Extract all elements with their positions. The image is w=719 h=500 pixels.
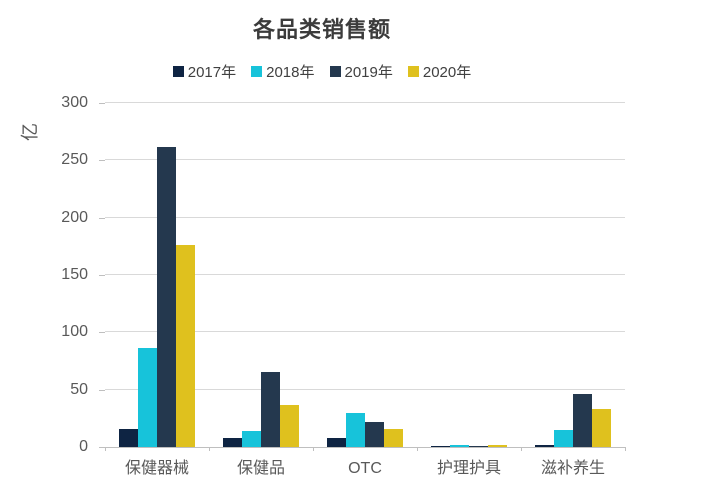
x-category-label-1: 保健品: [236, 460, 285, 477]
x-tick-mark: [209, 447, 210, 451]
bar-s2-c1: [261, 372, 280, 447]
bar-s0-c1: [223, 437, 242, 447]
x-category-label-0: 保健器械: [124, 460, 189, 477]
legend-swatch-icon: [329, 65, 341, 77]
gridline: [105, 331, 625, 333]
legend-swatch-icon: [251, 65, 263, 77]
legend: 2017年 2018年 2019年 2020年: [0, 58, 644, 84]
legend-label: 2019年: [344, 63, 393, 81]
y-tick-mark: [99, 447, 105, 448]
y-tick-label: 300: [61, 94, 88, 111]
legend-item-2019: 2019年: [329, 61, 393, 82]
bar-s2-c3: [469, 446, 488, 447]
y-tick-mark: [99, 103, 105, 104]
y-tick-label: 250: [61, 151, 88, 169]
x-tick-mark: [105, 447, 106, 451]
y-tick-label: 50: [70, 380, 88, 398]
bar-s2-c0: [157, 146, 176, 447]
y-tick-mark: [99, 160, 105, 162]
legend-label: 2018年: [266, 63, 315, 81]
x-axis-line: [105, 447, 625, 448]
bar-s0-c4: [535, 445, 554, 447]
gridline: [105, 388, 625, 390]
x-category-label-4: 滋补养生: [540, 460, 605, 477]
x-category-label-3: 护理护具: [436, 460, 501, 477]
y-tick-label: 200: [61, 208, 88, 226]
y-tick-label: 0: [79, 438, 88, 455]
y-tick-mark: [99, 389, 105, 391]
y-tick-mark: [99, 332, 105, 334]
x-tick-mark: [521, 447, 522, 451]
x-tick-mark: [417, 447, 418, 451]
bar-s3-c0: [176, 245, 195, 447]
legend-swatch-icon: [407, 65, 419, 77]
x-tick-mark: [625, 447, 626, 451]
bar-s0-c2: [327, 437, 346, 447]
legend-item-2020: 2020年: [407, 61, 472, 82]
legend-item-2017: 2017年: [172, 61, 237, 82]
bar-s1-c0: [138, 348, 157, 447]
x-category-label-2: OTC: [348, 460, 382, 477]
gridline: [105, 159, 625, 161]
bar-s3-c4: [592, 409, 611, 447]
bar-s0-c0: [119, 428, 138, 447]
gridline: [105, 274, 625, 275]
x-tick-mark: [313, 447, 314, 451]
legend-label: 2017年: [187, 63, 237, 81]
y-tick-label: 150: [61, 266, 88, 283]
bar-s1-c2: [346, 412, 365, 447]
bar-s1-c1: [242, 430, 261, 447]
bar-s0-c3: [431, 446, 450, 447]
bar-s3-c3: [488, 445, 507, 447]
legend-item-2018: 2018年: [251, 61, 315, 82]
plot-area: [99, 102, 626, 451]
legend-label: 2020年: [422, 63, 472, 81]
y-tick-mark: [99, 275, 105, 276]
gridline: [105, 102, 625, 103]
y-tick-mark: [99, 217, 105, 219]
y-tick-label: 100: [61, 323, 88, 341]
chart-title: 各品类销售额: [252, 17, 391, 42]
y-axis-title: 亿: [20, 123, 40, 141]
bar-s2-c2: [365, 421, 384, 447]
bar-s3-c1: [280, 404, 299, 447]
bar-s3-c2: [384, 428, 403, 447]
bar-s1-c3: [450, 445, 469, 447]
bar-s2-c4: [573, 394, 592, 447]
gridline: [105, 216, 625, 218]
legend-swatch-icon: [172, 65, 184, 77]
bar-s1-c4: [554, 429, 573, 447]
